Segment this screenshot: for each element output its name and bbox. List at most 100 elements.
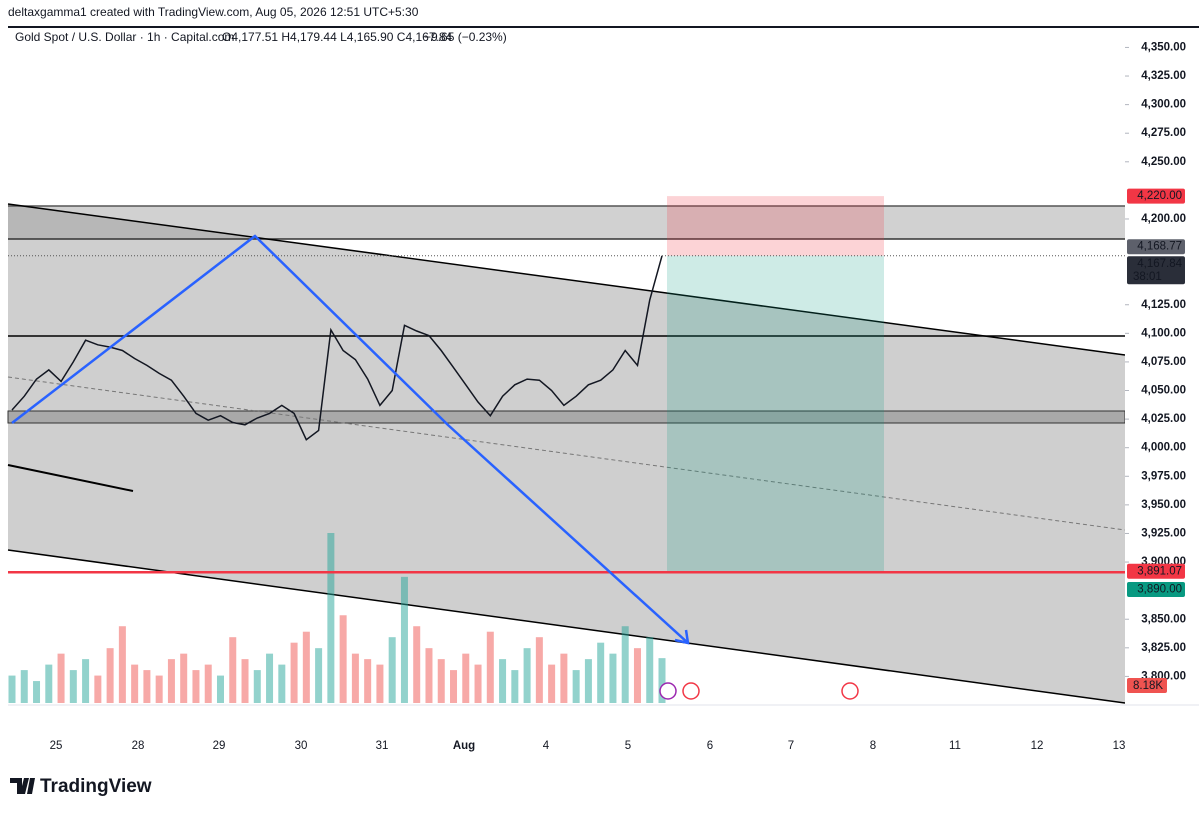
x-tick-label: 8 [870, 740, 876, 752]
volume-bar [241, 659, 249, 703]
volume-bar [253, 670, 261, 703]
y-tick-label: 4,250.00 [1141, 156, 1186, 168]
price-axis: 3,800.003,825.003,850.003,900.003,925.00… [1125, 41, 1186, 682]
price-series [8, 255, 1125, 574]
volume-bar [621, 626, 629, 703]
volume-bar [658, 658, 666, 703]
y-tick-label: 4,050.00 [1141, 385, 1186, 397]
credit: deltaxgamma1 created with TradingView.co… [8, 5, 419, 19]
volume-bar [155, 675, 163, 703]
x-tick-label: 6 [707, 740, 713, 752]
volume-bar [94, 675, 102, 703]
volume-bar [499, 659, 507, 703]
price-label-bg [1127, 256, 1185, 285]
price-axis-bg [1125, 28, 1199, 718]
support-zone [7, 410, 1126, 424]
x-tick-label: 29 [213, 740, 226, 752]
volume-bar [20, 670, 28, 703]
x-tick-label: 30 [295, 740, 308, 752]
volume-bar [33, 681, 41, 703]
y-tick-label: 3,950.00 [1141, 499, 1186, 511]
volume-bar [450, 670, 458, 703]
volume-bar [646, 637, 654, 703]
volume-bar [560, 653, 568, 703]
countdown: 38:01 [1133, 271, 1162, 283]
zigzag-path [11, 234, 689, 644]
y-tick-label: 3,825.00 [1141, 642, 1186, 654]
x-tick-label: 31 [376, 740, 389, 752]
volume-bar [315, 648, 323, 703]
volume-bar [327, 533, 335, 703]
x-tick-label: 5 [625, 740, 631, 752]
price-line [11, 255, 663, 441]
icon [682, 682, 700, 700]
y-tick-label: 4,075.00 [1141, 356, 1186, 368]
volume-bar [584, 659, 592, 703]
x-tick-label: 13 [1113, 740, 1126, 752]
price-label: 4,168.77 [1137, 241, 1182, 253]
y-tick-label: 4,125.00 [1141, 299, 1186, 311]
volume-bar [425, 648, 433, 703]
volume-bar [523, 648, 531, 703]
chart-title: Gold Spot / U.S. Dollar · 1h · Capital.c… [15, 30, 234, 44]
price-label-bg [1127, 581, 1185, 597]
volume-bar [180, 653, 188, 703]
volume-bar [290, 642, 298, 703]
volume-bar [8, 675, 16, 703]
x-tick-label: 4 [543, 740, 550, 752]
time-axis: 25 28 29 30 31 Aug 4 5 6 7 8 11 12 13 [50, 740, 1126, 752]
volume-bar [69, 670, 77, 703]
volume-bar [437, 659, 445, 703]
icon [659, 682, 677, 700]
price-label-bg [1127, 563, 1185, 579]
volume-bar [364, 659, 372, 703]
arrow-head [674, 629, 690, 645]
y-tick-label: 3,850.00 [1141, 613, 1186, 625]
volume-bar [266, 653, 274, 703]
volume-bar [131, 664, 139, 703]
trend-line [7, 464, 134, 492]
change: −9.65 (−0.23%) [424, 30, 507, 44]
position-tool [667, 196, 884, 574]
volume-bar [633, 648, 641, 703]
resistance-zone [8, 206, 1125, 239]
volume-bar [216, 675, 224, 703]
volume-bar [302, 631, 310, 703]
x-tick-label: 12 [1031, 740, 1044, 752]
logo-mark [10, 778, 35, 794]
y-tick-label: 4,025.00 [1141, 413, 1186, 425]
channel-line [7, 203, 1126, 356]
brand: TradingView [40, 776, 152, 797]
volume-bar [474, 664, 482, 703]
volume-bar [609, 653, 617, 703]
volume-bar [229, 637, 237, 703]
y-tick-label: 4,200.00 [1141, 213, 1186, 225]
x-tick-label: 11 [949, 740, 961, 752]
volume-bar [57, 653, 65, 703]
logo: TradingView [10, 776, 152, 797]
ohlc: O4,177.51 H4,179.44 L4,165.90 C4,167.84 [222, 30, 453, 44]
volume-bar [486, 631, 494, 703]
volume-bar [548, 664, 556, 703]
volume-bar [82, 659, 90, 703]
y-tick-label: 4,325.00 [1141, 70, 1186, 82]
volume-bar [278, 664, 286, 703]
volume-label-bg [1127, 678, 1167, 693]
volume-bar [339, 615, 347, 703]
volume-bar [167, 659, 175, 703]
stop-zone [667, 196, 884, 256]
volume-bar [388, 637, 396, 703]
volume-bar [597, 642, 605, 703]
volume-bar [106, 648, 114, 703]
volume-bar [572, 670, 580, 703]
y-tick-label: 3,925.00 [1141, 527, 1186, 539]
volume-label: 8.18K [1133, 680, 1163, 692]
volume-bar [413, 626, 421, 703]
target-zone [667, 255, 884, 574]
x-tick-label: 7 [788, 740, 794, 752]
volume [8, 533, 666, 703]
volume-bar [400, 576, 408, 703]
volume-bar [462, 653, 470, 703]
